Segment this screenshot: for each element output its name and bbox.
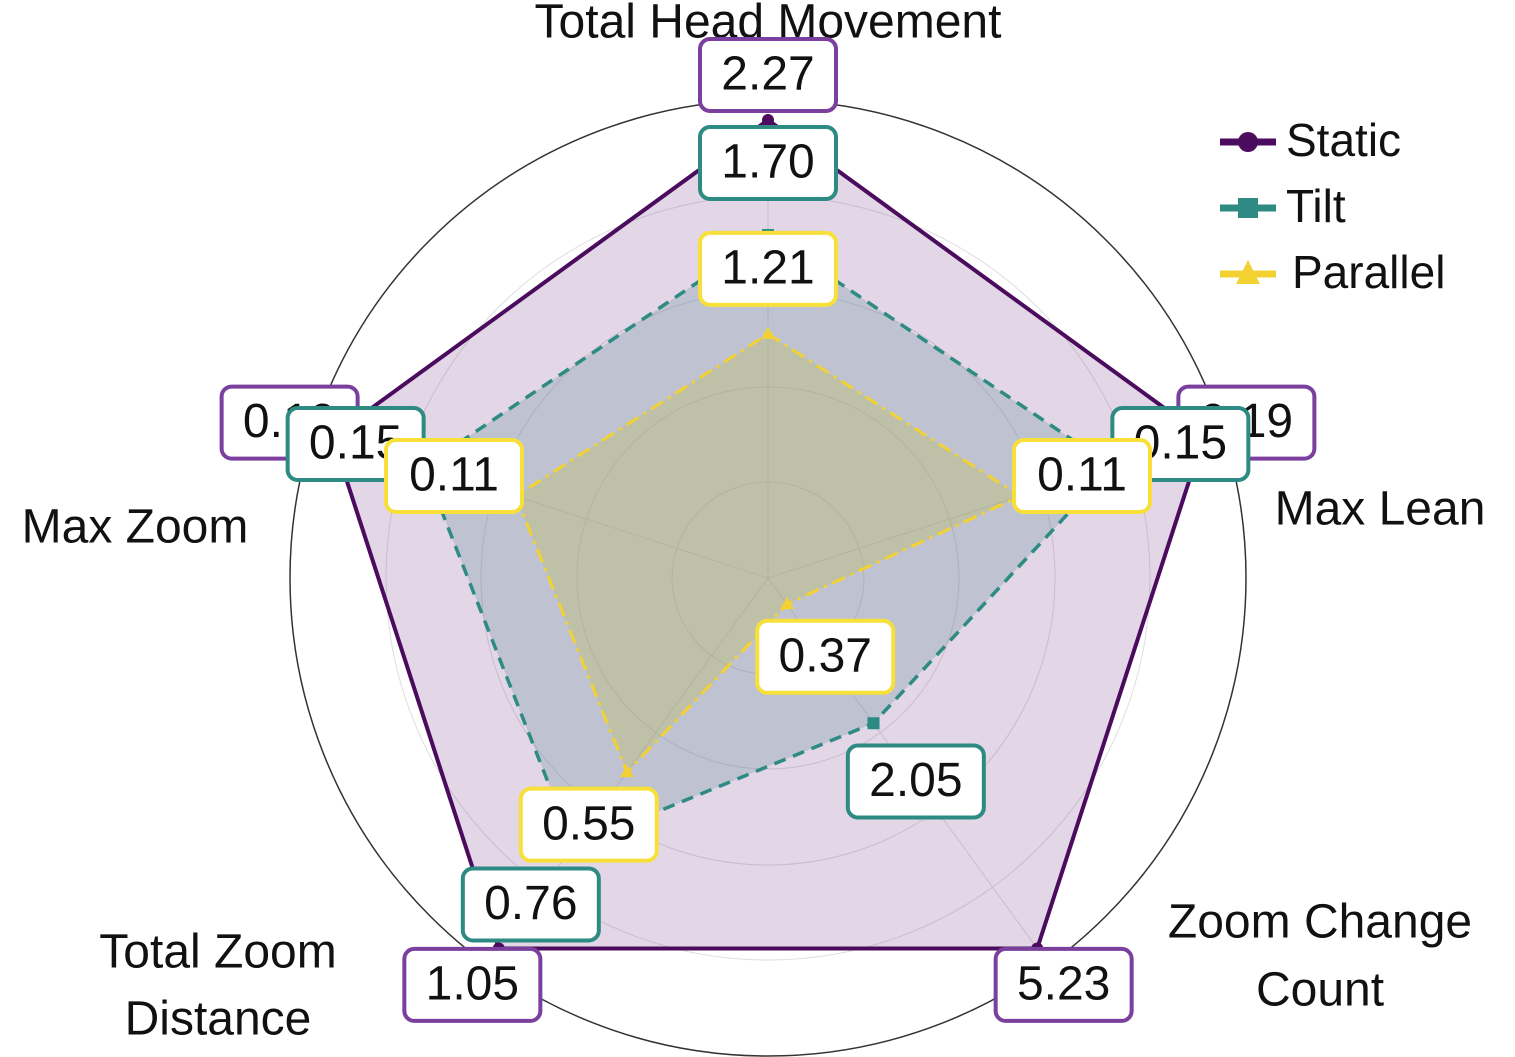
- value-label-box: [518, 786, 659, 863]
- value-label: 0.55: [542, 797, 635, 850]
- value-label-group: 1.05: [402, 946, 543, 1023]
- marker: [780, 597, 795, 610]
- value-label-box: [402, 946, 543, 1023]
- marker: [762, 114, 774, 126]
- value-label-box: [698, 37, 838, 113]
- legend-text: Static: [1286, 114, 1401, 166]
- value-label: 0.37: [779, 629, 872, 682]
- value-label-box: [698, 230, 838, 307]
- legend-marker: [1238, 132, 1258, 152]
- value-label-group: 1.70: [698, 125, 838, 202]
- axis-label: Total Zoom: [99, 926, 336, 979]
- value-label: 0.76: [484, 877, 577, 930]
- value-label-group: 0.11: [1011, 437, 1152, 514]
- value-label-box: [1011, 437, 1152, 514]
- value-label-group: 0.76: [460, 866, 601, 943]
- value-label: 1.05: [426, 958, 519, 1011]
- value-label-box: [755, 618, 896, 695]
- value-label-group: 1.21: [698, 230, 838, 307]
- value-label: 1.70: [721, 136, 814, 189]
- value-label: 1.21: [721, 242, 814, 295]
- value-label: 0.11: [409, 449, 499, 502]
- value-label-group: 0.55: [518, 786, 659, 863]
- marker: [619, 765, 634, 778]
- value-label-box: [460, 866, 601, 943]
- value-label-group: 5.23: [993, 946, 1134, 1023]
- value-label: 2.27: [721, 48, 814, 101]
- series-area: [330, 117, 1206, 951]
- axis-label: Count: [1256, 964, 1384, 1017]
- marker: [761, 326, 775, 339]
- value-label-group: 0.37: [755, 618, 896, 695]
- value-label: 0.11: [1037, 449, 1127, 502]
- axis-label: Zoom Change: [1168, 896, 1472, 949]
- value-label-group: 0.11: [384, 437, 525, 514]
- series-area: [513, 332, 1024, 775]
- legend-text: Tilt: [1286, 180, 1346, 232]
- axis-label: Max Zoom: [22, 501, 249, 554]
- value-label-box: [698, 125, 838, 202]
- axis-label: Max Lean: [1275, 483, 1486, 536]
- value-label-box: [993, 946, 1134, 1023]
- value-label-group: 2.05: [845, 743, 986, 820]
- value-label-box: [845, 743, 986, 820]
- value-label-box: [384, 437, 525, 514]
- value-label: 5.23: [1017, 958, 1110, 1011]
- legend-marker: [1238, 198, 1258, 218]
- legend-marker: [1236, 260, 1260, 284]
- value-label: 2.05: [869, 754, 962, 807]
- axis-label: Distance: [125, 993, 312, 1046]
- marker: [867, 717, 880, 730]
- value-label-group: 2.27: [698, 37, 838, 113]
- legend-text: Parallel: [1292, 246, 1445, 298]
